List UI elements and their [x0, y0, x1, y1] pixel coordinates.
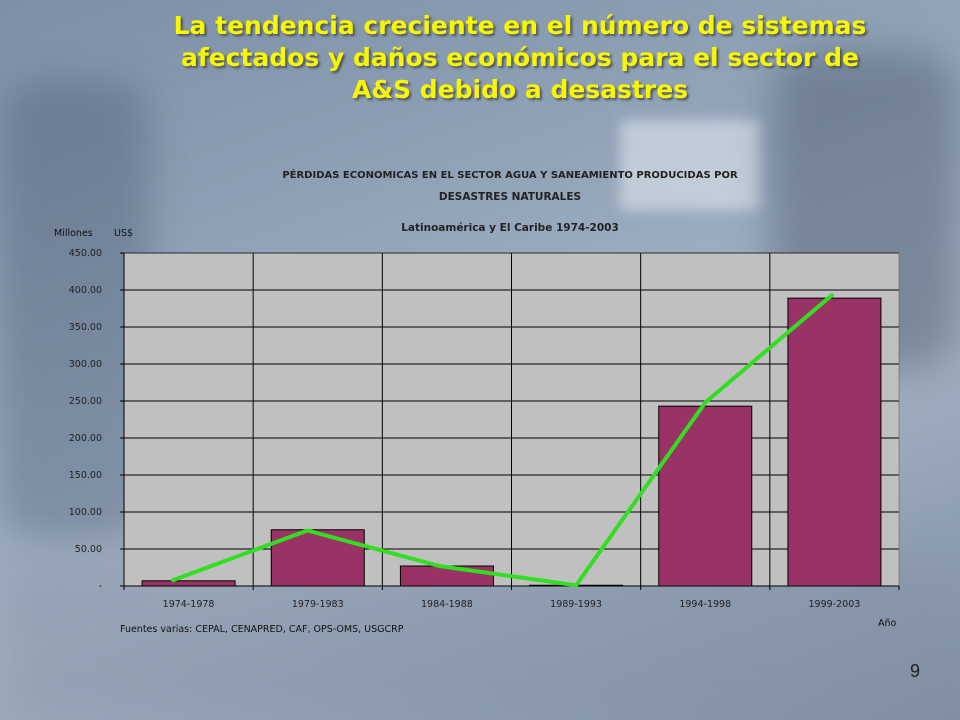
trend-line [171, 293, 834, 588]
chart-subtitle: Latinoamérica y El Caribe 1974-2003 [401, 222, 619, 234]
x-tick-label: 1974-1978 [163, 599, 215, 610]
chart-title-line2: DESASTRES NATURALES [438, 191, 582, 203]
y-tick-label: 400.00 [69, 285, 102, 296]
x-tick-label: 1984-1988 [421, 599, 473, 610]
bar [658, 405, 753, 587]
x-tick-label: 1989-1993 [550, 599, 602, 610]
x-tick-label: 1994-1998 [679, 599, 731, 610]
bar [141, 580, 236, 587]
page-number: 9 [909, 661, 920, 681]
y-tick-label: 150.00 [69, 470, 102, 481]
y-tick-label: 450.00 [69, 248, 102, 259]
y-tick-label: - [99, 581, 102, 592]
y-tick-label: 250.00 [69, 396, 102, 407]
y-tick-label: 100.00 [69, 507, 102, 518]
y-tick-label: 350.00 [69, 322, 102, 333]
chart-title-line1: PÉRDIDAS ECONOMICAS EN EL SECTOR AGUA Y … [282, 170, 738, 181]
y-tick-label: 200.00 [69, 433, 102, 444]
y-tick-label: 300.00 [69, 359, 102, 370]
slide-title: La tendencia creciente en el número de s… [173, 11, 867, 104]
y-axis-unit: US$ [114, 228, 134, 239]
source-note: Fuentes varias: CEPAL, CENAPRED, CAF, OP… [120, 624, 404, 635]
y-tick-label: 50.00 [75, 544, 102, 555]
x-tick-label: 1999-2003 [809, 599, 861, 610]
y-axis-label: Millones [54, 228, 93, 239]
x-axis-label: Año [878, 618, 897, 629]
bar [787, 297, 882, 587]
x-tick-label: 1979-1983 [292, 599, 344, 610]
